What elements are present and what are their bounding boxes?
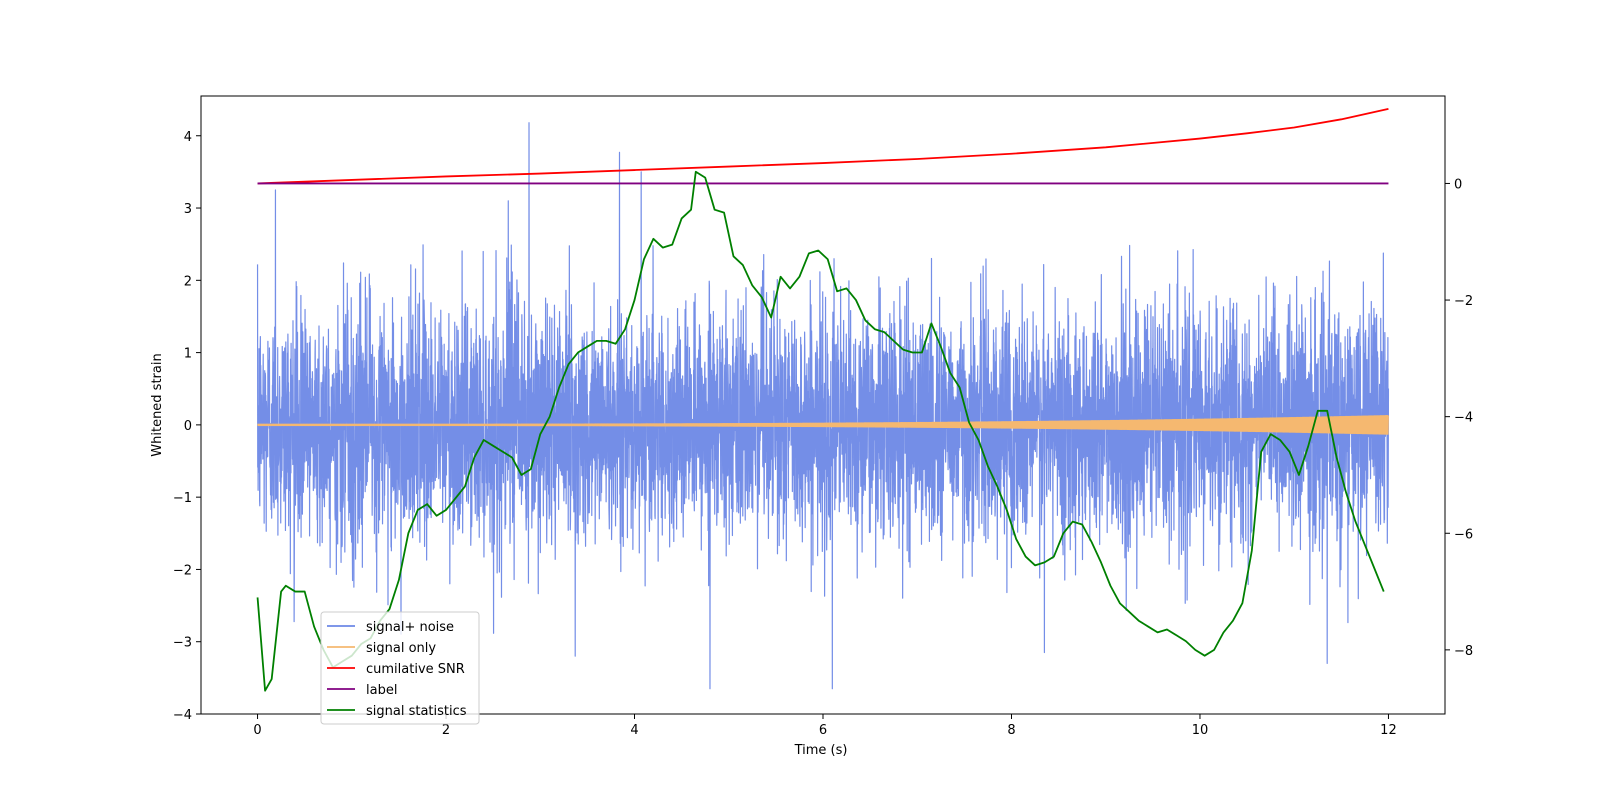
x-tick-label: 4	[630, 723, 638, 738]
legend-label-cumilative-snr: cumilative SNR	[366, 662, 465, 677]
legend-label-label: label	[366, 683, 397, 698]
x-tick-label: 6	[819, 723, 827, 738]
legend-box	[320, 611, 480, 725]
y-tick-label: 3	[184, 202, 192, 217]
y-axis-right: −8 −6 −4 −2 0	[1445, 177, 1473, 659]
x-tick-label: 12	[1380, 723, 1397, 738]
legend-label-signal-statistics: signal statistics	[366, 704, 467, 719]
series-signal-statistics-line	[256, 170, 1385, 692]
x-tick-label: 10	[1192, 723, 1209, 738]
y-tick-label: −1	[173, 491, 192, 506]
y-axis-left: −4 −3 −2 −1 0 1 2 3 4	[173, 130, 201, 723]
y-tick-label: 4	[184, 130, 192, 145]
y-axis-label: Whitened strain	[150, 353, 165, 456]
legend: signal+ noise signal only cumilative SNR la…	[320, 611, 480, 725]
series-signal-only-line	[257, 415, 1389, 435]
series-cumilative-snr-line	[257, 107, 1389, 185]
series-signal-noise-line	[256, 122, 1390, 690]
x-axis-label: Time (s)	[794, 743, 848, 758]
x-tick-label: 0	[253, 723, 261, 738]
y2-tick-label: −2	[1454, 294, 1473, 309]
legend-label-signal-only: signal only	[366, 641, 436, 656]
y-tick-label: 1	[184, 347, 192, 362]
legend-label-signal-noise: signal+ noise	[366, 620, 454, 635]
x-tick-label: 2	[442, 723, 450, 738]
y-tick-label: −3	[173, 636, 192, 651]
y-tick-label: −4	[173, 708, 192, 723]
y2-tick-label: 0	[1454, 177, 1462, 192]
y-tick-label: 2	[184, 274, 192, 289]
y-tick-label: 0	[184, 419, 192, 434]
y2-tick-label: −8	[1454, 644, 1473, 659]
x-tick-label: 8	[1007, 723, 1015, 738]
y2-tick-label: −4	[1454, 411, 1473, 426]
y2-tick-label: −6	[1454, 527, 1473, 542]
y-tick-label: −2	[173, 563, 192, 578]
series-layer	[256, 107, 1390, 692]
